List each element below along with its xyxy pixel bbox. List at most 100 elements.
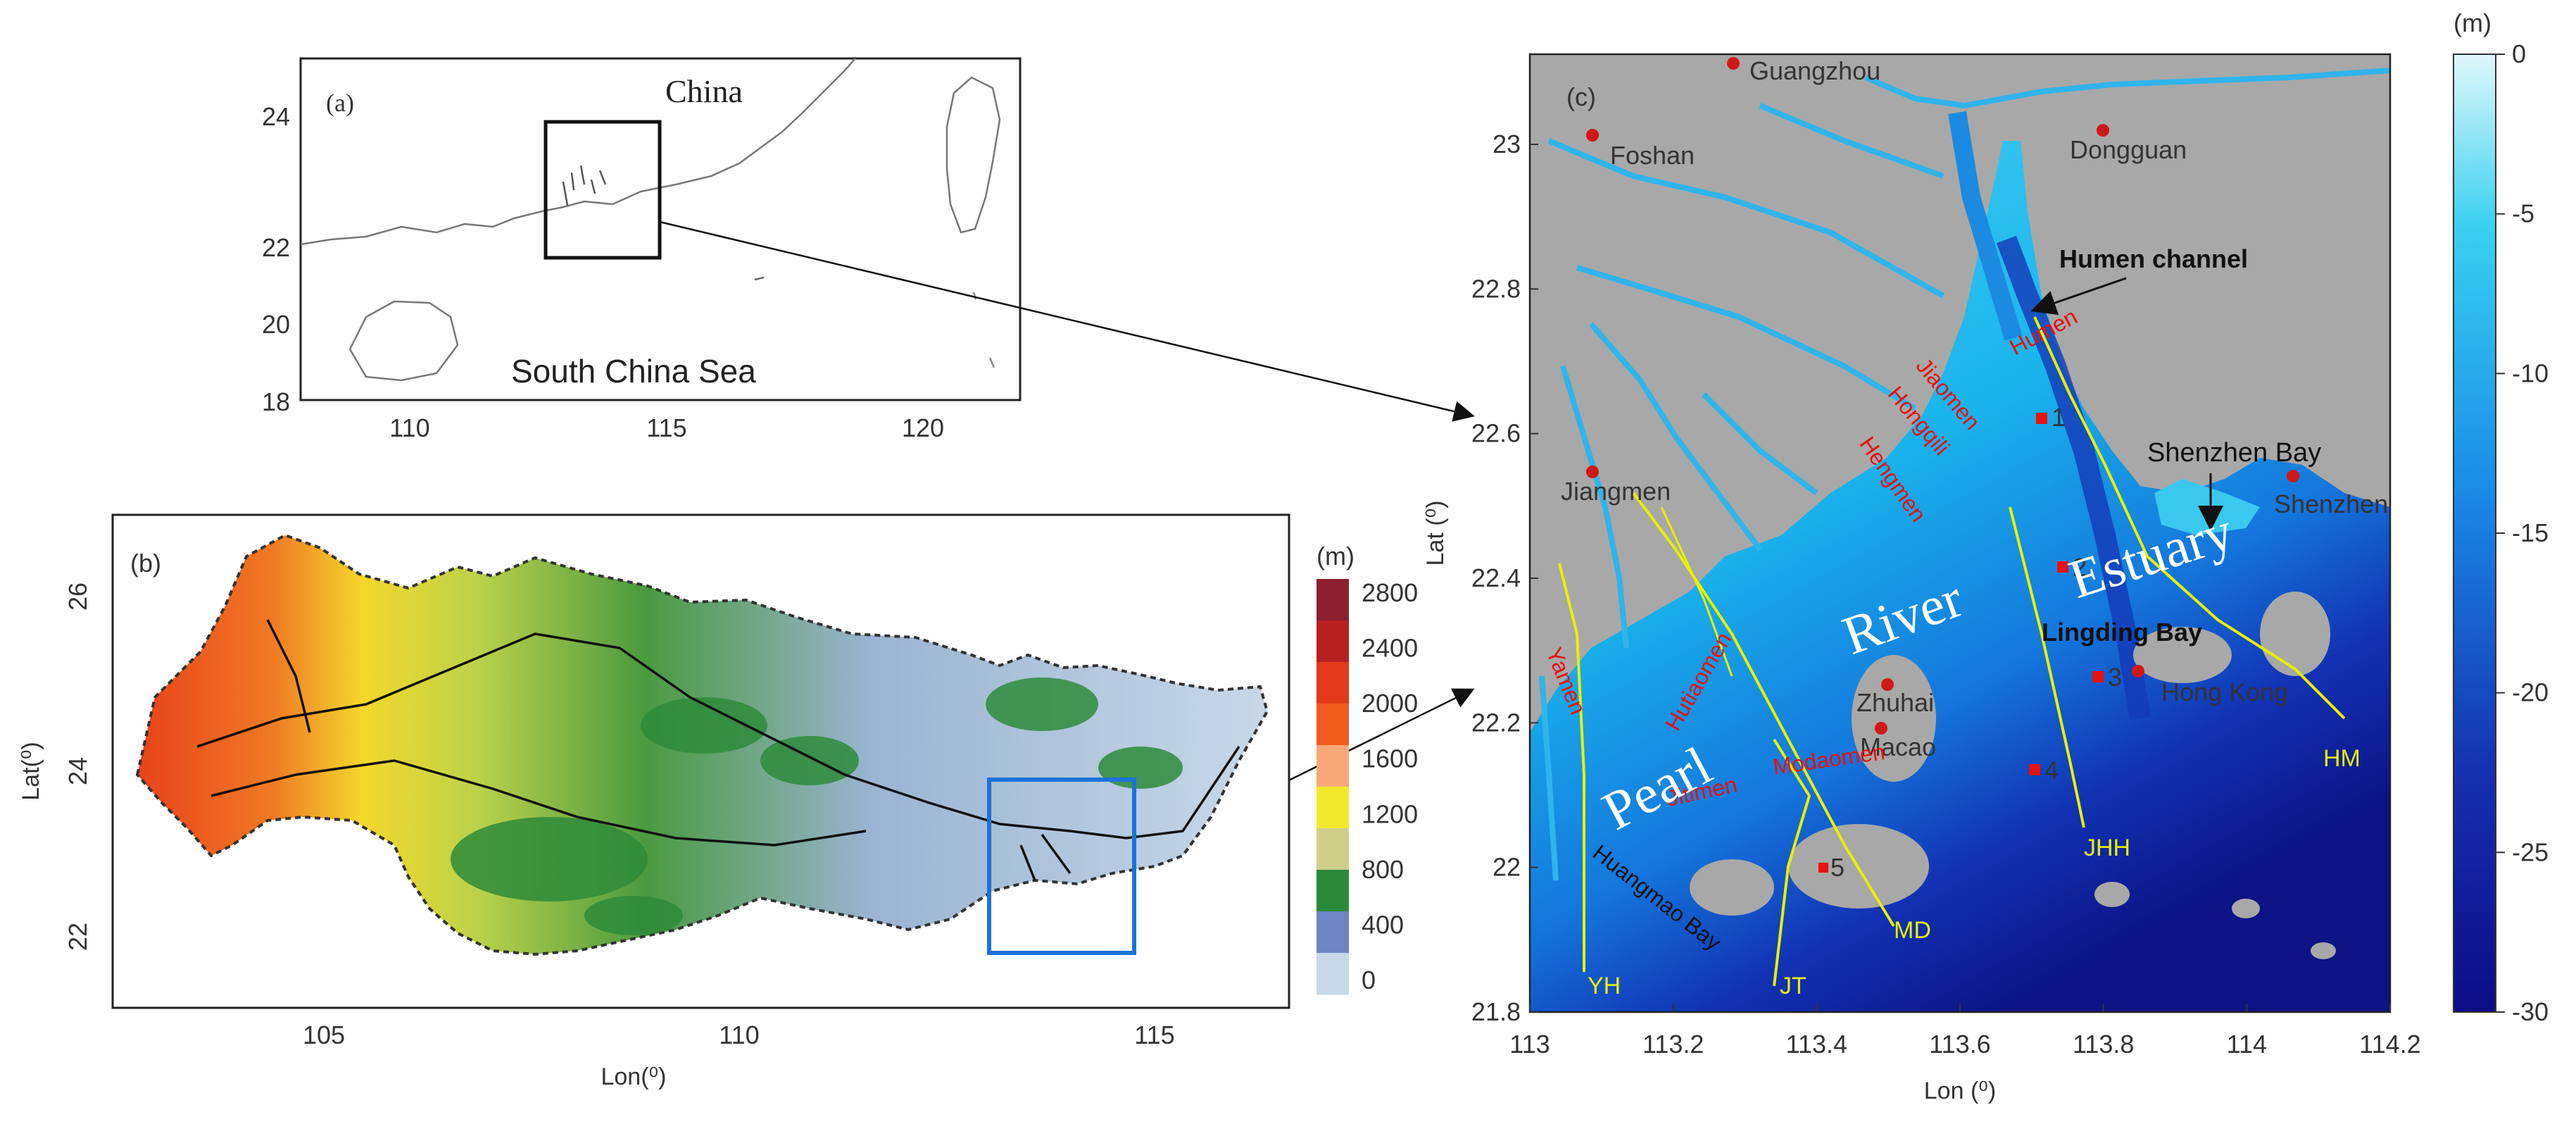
- panel-b-colorbar: 0 400 800 1200 1600 2000 2400 2800: [1317, 578, 1418, 995]
- colorbar-b-tick: 2800: [1362, 578, 1418, 607]
- panel-c-ytick: 21.8: [1471, 997, 1521, 1026]
- svg-text:3: 3: [2108, 663, 2122, 692]
- annotation-shenzhen-bay: Shenzhen Bay: [2147, 438, 2321, 468]
- station-4: 4: [2029, 756, 2059, 785]
- section-label-md: MD: [1894, 917, 1931, 944]
- panel-c-xtick: 113.8: [2073, 1030, 2134, 1059]
- panel-a-xtick: 115: [646, 413, 686, 442]
- panel-a-ytick: 18: [262, 387, 290, 416]
- panel-a-ytick: 22: [262, 233, 290, 262]
- panel-c-section-labels: HM JHH MD JT YH: [1588, 745, 2361, 999]
- colorbar-b-tick: 0: [1362, 966, 1376, 994]
- colorbar-b-tick: 400: [1362, 910, 1404, 939]
- svg-text:Dongguan: Dongguan: [2070, 135, 2187, 164]
- panel-b-label: (b): [130, 549, 161, 578]
- city-jiangmen: Jiangmen: [1561, 466, 1671, 506]
- svg-text:Foshan: Foshan: [1610, 141, 1695, 170]
- panel-b-ytick: 26: [63, 582, 92, 611]
- section-label-yh: YH: [1588, 973, 1621, 999]
- svg-text:1: 1: [2052, 403, 2066, 432]
- panel-c-xtick: 114.2: [2359, 1030, 2420, 1059]
- colorbar-b-segment: [1317, 953, 1349, 995]
- panel-c-stations: 1 2 3 4 5: [1818, 403, 2122, 882]
- panel-a-xtick: 120: [902, 413, 944, 442]
- colorbar-b-segment: [1317, 704, 1349, 746]
- panel-c: (c) Guangzhou Foshan Dongguan Jiangmen S…: [1422, 8, 2549, 1104]
- station-1: 1: [2036, 403, 2066, 432]
- colorbar-b-tick: 2000: [1362, 689, 1418, 718]
- svg-text:4: 4: [2044, 756, 2059, 785]
- panel-b-rivers: [196, 619, 1240, 881]
- colorbar-c-tick: -20: [2512, 678, 2549, 707]
- colorbar-b-segment: [1317, 579, 1349, 621]
- panel-c-xtick: 114: [2227, 1030, 2267, 1059]
- section-line-jt: [1773, 738, 1811, 987]
- colorbar-b-segment: [1317, 745, 1349, 787]
- station-3: 3: [2092, 663, 2122, 692]
- panel-c-xtick: 113.2: [1642, 1030, 1704, 1059]
- panel-a-label: (a): [326, 89, 354, 117]
- city-zhuhai: Zhuhai: [1856, 678, 1934, 717]
- panel-b-xtick: 115: [1134, 1020, 1174, 1049]
- annotation-lingding-bay: Lingding Bay: [2042, 618, 2202, 647]
- panel-c-xtick: 113: [1509, 1030, 1550, 1059]
- svg-text:5: 5: [1830, 853, 1845, 882]
- section-line-jhh: [2009, 506, 2085, 828]
- panel-c-islands: [1690, 592, 2336, 959]
- panel-c-humen-channel: [1948, 111, 2023, 341]
- svg-text:Zhuhai: Zhuhai: [1856, 688, 1934, 717]
- panel-c-river-network: [1539, 68, 2390, 881]
- panel-b-study-box: [987, 778, 1136, 955]
- panel-c-section-lines: [1558, 316, 2346, 987]
- city-macao: Macao: [1860, 722, 1936, 761]
- station-5: 5: [1818, 853, 1845, 882]
- humen-channel-arrow: [2030, 277, 2127, 316]
- section-label-jhh: JHH: [2084, 835, 2130, 861]
- panel-a-ytick: 24: [262, 102, 290, 131]
- connector-a-to-c: [659, 220, 1475, 422]
- panel-c-xtick: 113.6: [1929, 1030, 1990, 1059]
- panel-b-colorbar-unit: (m): [1317, 542, 1355, 570]
- panel-c-label: (c): [1566, 82, 1596, 111]
- panel-b: (b) 105 110 115 Lon(⁰) 22 24 26 Lat(⁰) 0…: [18, 513, 1418, 1090]
- section-line-md: [1632, 492, 1895, 928]
- panel-a-coastline: [301, 58, 1001, 382]
- panel-c-ytick: 22.2: [1471, 708, 1521, 737]
- city-hong-kong: Hong Kong: [2132, 665, 2288, 706]
- panel-b-ytick: 24: [63, 757, 92, 785]
- colorbar-b-tick: 2400: [1362, 634, 1418, 663]
- panel-a-x-ticks: 110 115 120: [389, 413, 944, 442]
- panel-c-ytick: 22.8: [1471, 274, 1521, 303]
- panel-a-y-ticks: 18 20 22 24: [262, 102, 290, 416]
- colorbar-c-tick: -25: [2512, 837, 2549, 866]
- city-foshan: Foshan: [1586, 129, 1695, 170]
- city-dongguan: Dongguan: [2070, 124, 2187, 164]
- svg-text:Macao: Macao: [1860, 732, 1936, 761]
- panel-c-cities: Guangzhou Foshan Dongguan Jiangmen Shenz…: [1561, 56, 2388, 761]
- section-label-hm: HM: [2323, 745, 2361, 772]
- panel-b-xtick: 110: [719, 1020, 759, 1049]
- panel-c-xtick: 113.4: [1786, 1030, 1847, 1059]
- panel-a-ytick: 20: [262, 310, 290, 339]
- colorbar-b-segment: [1317, 787, 1349, 829]
- panel-b-y-ticks: 22 24 26: [63, 582, 92, 951]
- colorbar-b-tick: 800: [1362, 855, 1404, 884]
- panel-c-y-ticks: 21.8 22 22.2 22.4 22.6 22.8 23: [1471, 130, 1538, 1026]
- panel-c-colorbar: [2453, 54, 2496, 1013]
- colorbar-b-segment: [1317, 620, 1349, 663]
- panel-c-xlabel: Lon (⁰): [1924, 1078, 1996, 1104]
- panel-c-deep-channel: [1996, 235, 2151, 720]
- panel-c-ytick: 22: [1493, 853, 1521, 882]
- svg-text:Jiangmen: Jiangmen: [1561, 477, 1671, 506]
- panel-c-colorbar-ticks: 0 -5 -10 -15 -20 -25 -30: [2496, 39, 2549, 1026]
- panel-b-x-ticks: 105 110 115: [303, 1020, 1175, 1049]
- panel-b-xtick: 105: [303, 1020, 345, 1049]
- colorbar-b-segment: [1317, 870, 1349, 912]
- panel-b-ytick: 22: [63, 923, 92, 951]
- colorbar-b-segment: [1317, 911, 1349, 954]
- panel-a-sea-label: South China Sea: [511, 353, 756, 389]
- colorbar-c-tick: -15: [2512, 518, 2549, 547]
- svg-text:Shenzhen: Shenzhen: [2274, 489, 2388, 518]
- panel-b-vegetation-patches: [451, 678, 1183, 935]
- panel-a-xtick: 110: [389, 413, 429, 442]
